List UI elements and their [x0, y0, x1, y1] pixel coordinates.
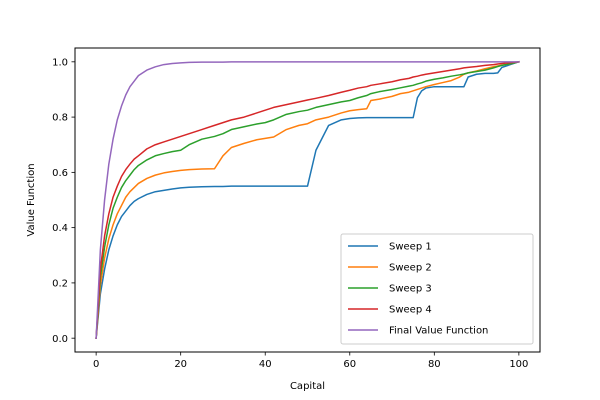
y-axis-ticks: 0.0 0.2 0.4 0.6 0.8 1.0 [52, 57, 75, 345]
legend: Sweep 1 Sweep 2 Sweep 3 Sweep 4 Final Value … [340, 233, 534, 345]
x-tick-label: 20 [174, 359, 187, 370]
y-tick-label: 0.0 [52, 334, 68, 345]
y-tick-label: 0.8 [52, 113, 68, 124]
legend-label-2: Sweep 2 [389, 263, 432, 274]
series-line-2 [95, 60, 520, 339]
series-line-5 [95, 61, 520, 339]
legend-label-4: Sweep 4 [389, 305, 432, 316]
y-tick-label: 0.2 [52, 279, 68, 290]
y-tick-label: 0.6 [52, 168, 68, 179]
legend-label-5: Final Value Function [389, 326, 488, 337]
series-layer [95, 60, 520, 339]
x-tick-label: 100 [509, 359, 528, 370]
x-axis-ticks: 0 20 40 60 80 100 [93, 352, 528, 370]
x-tick-label: 80 [428, 359, 441, 370]
legend-label-3: Sweep 3 [389, 284, 432, 295]
series-line-1 [95, 60, 520, 339]
y-tick-label: 1.0 [52, 57, 68, 68]
legend-label-1: Sweep 1 [389, 242, 432, 253]
x-tick-label: 40 [259, 359, 272, 370]
plot-frame [74, 47, 541, 353]
x-tick-label: 0 [93, 359, 99, 370]
x-tick-label: 60 [343, 359, 356, 370]
x-axis-label: Capital [290, 381, 325, 392]
y-axis-label: Value Function [26, 163, 37, 236]
series-line-4 [95, 61, 520, 339]
series-line-3 [95, 60, 520, 339]
legend-box [340, 233, 534, 345]
y-tick-label: 0.4 [52, 223, 68, 234]
